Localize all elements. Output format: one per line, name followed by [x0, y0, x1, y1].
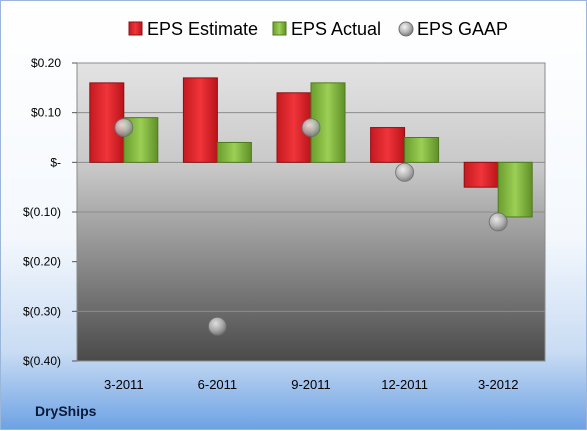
gaap-marker [488, 212, 508, 232]
legend-swatch [272, 21, 287, 36]
bar-eps-actual [497, 161, 533, 218]
gaap-marker [395, 162, 415, 182]
company-name: DryShips [35, 403, 97, 419]
y-tick-label: $(0.20) [23, 255, 61, 269]
x-tick-label: 12-2011 [381, 377, 428, 392]
x-tick-label: 6-2011 [198, 377, 238, 392]
legend-label: EPS Estimate [147, 19, 258, 39]
bar-eps-actual [216, 141, 252, 163]
legend-label: EPS Actual [291, 19, 381, 39]
x-tick-label: 9-2011 [291, 377, 331, 392]
y-tick-label: $0.20 [31, 56, 61, 70]
y-tick-label: $(0.40) [23, 354, 61, 368]
x-axis: 3-2011 6-2011 9-2011 12-2011 3-2012 [104, 377, 518, 392]
y-tick-label: $0.10 [31, 106, 61, 120]
bar-eps-actual [404, 137, 440, 163]
gaap-markers [114, 118, 508, 336]
x-tick-label: 3-2012 [478, 377, 518, 392]
bar-eps-estimate [463, 161, 499, 188]
gaap-marker [114, 118, 134, 138]
bar-eps-estimate [182, 77, 218, 163]
legend: EPS Estimate EPS Actual EPS GAAP [128, 19, 508, 39]
gaap-marker [301, 118, 321, 138]
y-axis: $0.20 $0.10 $- $(0.10) $(0.20) $(0.30) $(0.40) [23, 56, 77, 368]
bar-eps-estimate [370, 127, 406, 163]
grid [77, 62, 545, 362]
legend-label: EPS GAAP [417, 19, 508, 39]
y-tick-label: $(0.30) [23, 304, 61, 318]
legend-swatch [398, 21, 414, 37]
x-tick-label: 3-2011 [104, 377, 144, 392]
legend-swatch [128, 21, 143, 36]
gaap-marker [207, 316, 227, 336]
y-tick-label: $(0.10) [23, 205, 61, 219]
y-tick-label: $- [50, 155, 61, 169]
